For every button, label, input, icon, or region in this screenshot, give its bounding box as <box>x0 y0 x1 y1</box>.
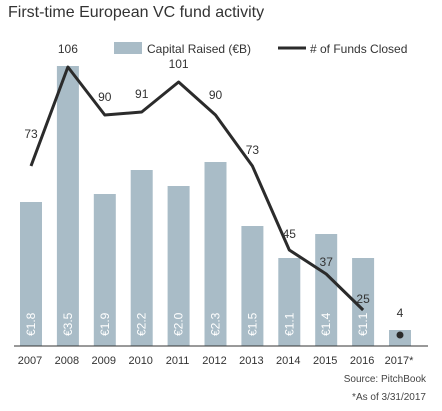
bar-value-label-2010: €2.2 <box>135 312 149 336</box>
x-tick-label-2007: 2007 <box>18 355 42 367</box>
line-value-label-2013: 73 <box>246 143 260 157</box>
bar-value-label-2011: €2.0 <box>172 312 186 336</box>
bar-value-label-2008: €3.5 <box>61 312 75 336</box>
x-tick-label-2015: 2015 <box>313 355 337 367</box>
bar-value-label-2012: €2.3 <box>209 312 223 336</box>
date-note: *As of 3/31/2017 <box>352 392 426 403</box>
bar-2011 <box>167 186 190 346</box>
line-value-label-2012: 90 <box>209 88 223 102</box>
line-value-label-2016: 25 <box>356 292 370 306</box>
bar-2016 <box>352 258 375 346</box>
bar-value-label-2007: €1.8 <box>24 312 38 336</box>
x-tick-label-2014: 2014 <box>276 355 300 367</box>
bar-value-label-2009: €1.9 <box>98 312 112 336</box>
x-tick-label-2012: 2012 <box>202 355 226 367</box>
bar-2010 <box>130 170 153 346</box>
x-tick-label-2016: 2016 <box>350 355 374 367</box>
chart-title: First-time European VC fund activity <box>8 4 265 21</box>
x-tick-label-2009: 2009 <box>92 355 116 367</box>
line-value-label-2017*: 4 <box>397 306 404 320</box>
bar-2014 <box>278 258 301 346</box>
x-tick-label-2011: 2011 <box>166 355 190 367</box>
bar-value-label-2013: €1.5 <box>245 312 259 336</box>
bar-value-label-2015: €1.4 <box>319 312 333 336</box>
line-value-label-2009: 90 <box>98 90 112 104</box>
source-note: Source: PitchBook <box>343 374 426 385</box>
line-value-label-2015: 37 <box>320 255 334 269</box>
bar-2012 <box>204 162 227 346</box>
bar-value-label-2014: €1.1 <box>282 312 296 336</box>
line-series-funds <box>29 65 365 312</box>
bar-2007 <box>20 202 42 346</box>
line-value-label-2007: 73 <box>24 127 38 141</box>
x-tick-label-2008: 2008 <box>55 355 79 367</box>
x-tick-label-2010: 2010 <box>128 355 152 367</box>
x-tick-label-2013: 2013 <box>239 355 263 367</box>
legend-label-line: # of Funds Closed <box>310 42 407 56</box>
line-value-label-2014: 45 <box>283 227 297 241</box>
bar-value-label-2016: €1.1 <box>356 312 370 336</box>
legend-label-bars: Capital Raised (€B) <box>147 42 251 56</box>
bar-2013 <box>241 226 264 346</box>
x-tick-label-2017*: 2017* <box>385 355 414 367</box>
legend-swatch-bars <box>114 42 142 54</box>
line-value-label-2008: 106 <box>58 42 78 56</box>
bar-2015 <box>315 234 338 346</box>
line-value-label-2011: 101 <box>169 57 189 71</box>
bar-2008 <box>56 66 79 346</box>
line-point-2017 <box>396 331 404 339</box>
line-value-label-2010: 91 <box>135 87 149 101</box>
bar-2009 <box>93 194 116 346</box>
